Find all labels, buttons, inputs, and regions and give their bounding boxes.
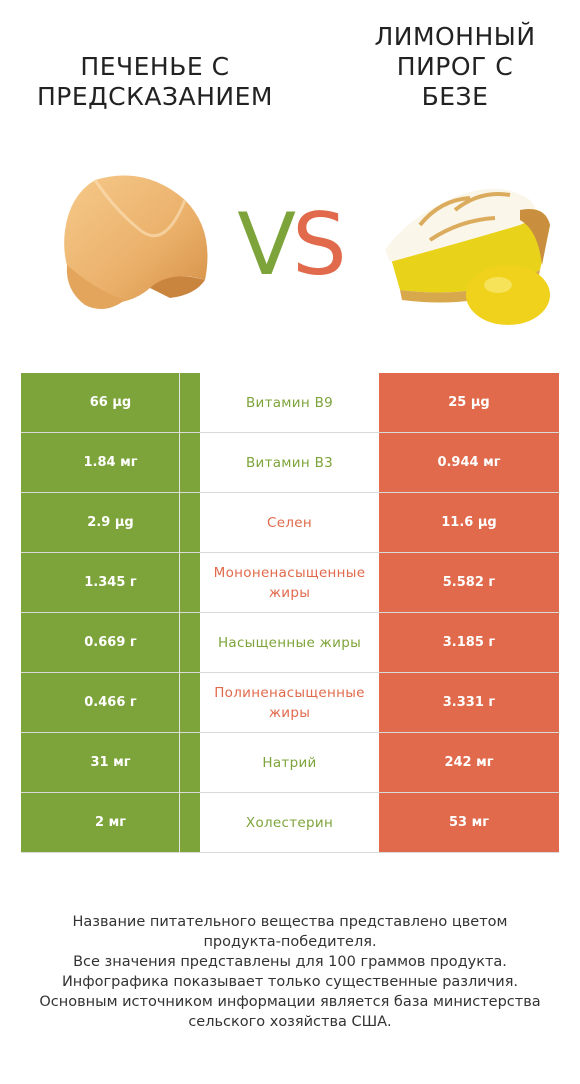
footer-notes: Название питательного вещества представл… — [39, 914, 541, 1030]
table-row: 1.345 г Мононенасыщенные жиры 5.582 г — [21, 553, 559, 613]
vs-label: VS — [222, 195, 358, 295]
row-separator — [21, 732, 559, 733]
nutrient-name: Витамин B3 — [200, 433, 379, 492]
nutrient-name: Селен — [200, 493, 379, 552]
nutrient-name: Витамин B9 — [200, 373, 379, 432]
nutrient-name: Натрий — [200, 733, 379, 792]
nutrient-comparison-table: 66 µg Витамин B9 25 µg 1.84 мг Витамин B3 0.9… — [21, 373, 559, 853]
right-value: 3.331 г — [379, 673, 559, 732]
right-value: 25 µg — [379, 373, 559, 432]
fortune-cookie-image — [64, 175, 208, 309]
table-row: 2.9 µg Селен 11.6 µg — [21, 493, 559, 553]
nutrient-name: Мононенасыщенные жиры — [200, 553, 379, 612]
row-separator — [21, 492, 559, 493]
lemon-meringue-pie-image — [385, 188, 550, 325]
row-separator — [21, 852, 559, 853]
row-separator — [21, 552, 559, 553]
table-row: 0.466 г Полиненасыщенные жиры 3.331 г — [21, 673, 559, 733]
table-row: 2 мг Холестерин 53 мг — [21, 793, 559, 853]
table-row: 66 µg Витамин B9 25 µg — [21, 373, 559, 433]
column-divider — [179, 373, 180, 853]
row-separator — [21, 612, 559, 613]
left-value: 0.669 г — [21, 613, 200, 672]
right-value: 0.944 мг — [379, 433, 559, 492]
right-value: 242 мг — [379, 733, 559, 792]
left-value: 2.9 µg — [21, 493, 200, 552]
left-value: 1.345 г — [21, 553, 200, 612]
right-value: 11.6 µg — [379, 493, 559, 552]
right-value: 5.582 г — [379, 553, 559, 612]
left-value: 0.466 г — [21, 673, 200, 732]
vs-s: S — [292, 195, 347, 295]
nutrient-name: Холестерин — [200, 793, 379, 852]
table-row: 31 мг Натрий 242 мг — [21, 733, 559, 793]
right-product-title: ЛИМОННЫЙ ПИРОГ С БЕЗЕ — [374, 22, 536, 111]
left-value: 66 µg — [21, 373, 200, 432]
row-separator — [21, 672, 559, 673]
left-value: 1.84 мг — [21, 433, 200, 492]
nutrient-name: Насыщенные жиры — [200, 613, 379, 672]
table-row: 1.84 мг Витамин B3 0.944 мг — [21, 433, 559, 493]
vs-v: V — [237, 195, 296, 295]
row-separator — [21, 792, 559, 793]
right-value: 3.185 г — [379, 613, 559, 672]
left-value: 31 мг — [21, 733, 200, 792]
nutrient-name: Полиненасыщенные жиры — [200, 673, 379, 732]
table-row: 0.669 г Насыщенные жиры 3.185 г — [21, 613, 559, 673]
left-product-title: ПЕЧЕНЬЕ С ПРЕДСКАЗАНИЕМ — [36, 52, 273, 111]
row-separator — [21, 432, 559, 433]
right-value: 53 мг — [379, 793, 559, 852]
left-value: 2 мг — [21, 793, 200, 852]
